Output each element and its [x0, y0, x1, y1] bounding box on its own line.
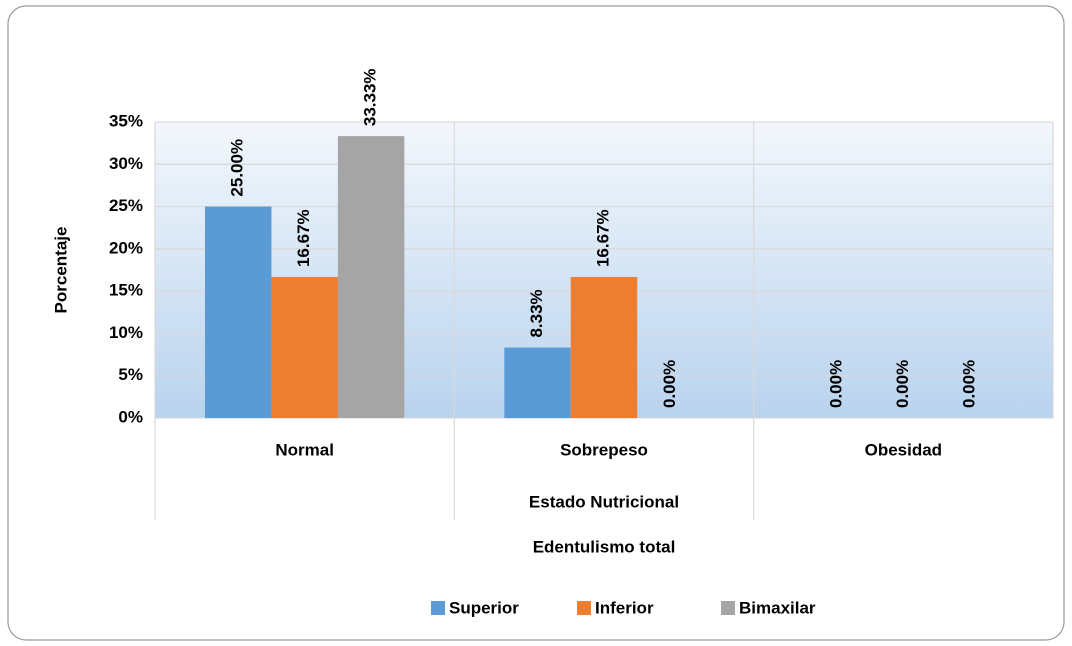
data-label: 0.00%: [893, 360, 912, 408]
y-tick-label: 35%: [109, 111, 143, 130]
x-tick-label: Obesidad: [865, 440, 942, 459]
data-label: 0.00%: [826, 360, 845, 408]
x-tick-label: Normal: [275, 440, 334, 459]
y-tick-label: 30%: [109, 154, 143, 173]
bar: [504, 347, 571, 418]
legend-swatch: [577, 601, 591, 615]
y-tick-label: 25%: [109, 196, 143, 215]
data-label: 16.67%: [294, 209, 313, 267]
data-label: 33.33%: [361, 68, 380, 126]
y-tick-label: 10%: [109, 323, 143, 342]
legend-swatch: [431, 601, 445, 615]
data-label: 8.33%: [527, 289, 546, 337]
legend-title: Edentulismo total: [533, 537, 676, 556]
y-tick-label: 0%: [118, 407, 143, 426]
data-label: 16.67%: [593, 209, 612, 267]
legend-swatch: [721, 601, 735, 615]
data-label: 0.00%: [660, 360, 679, 408]
x-tick-label: Sobrepeso: [560, 440, 648, 459]
data-label: 25.00%: [228, 139, 247, 197]
legend-label: Inferior: [595, 598, 654, 617]
bar: [570, 277, 638, 418]
y-axis-title: Porcentaje: [51, 227, 70, 314]
y-tick-label: 5%: [118, 365, 143, 384]
bar: [271, 277, 338, 418]
data-label: 0.00%: [959, 360, 978, 408]
x-axis-title: Estado Nutricional: [529, 492, 679, 511]
y-tick-label: 20%: [109, 238, 143, 257]
bar: [337, 136, 405, 419]
legend-label: Superior: [449, 598, 519, 617]
bar: [204, 206, 272, 418]
y-tick-label: 15%: [109, 281, 143, 300]
legend-label: Bimaxilar: [739, 598, 816, 617]
